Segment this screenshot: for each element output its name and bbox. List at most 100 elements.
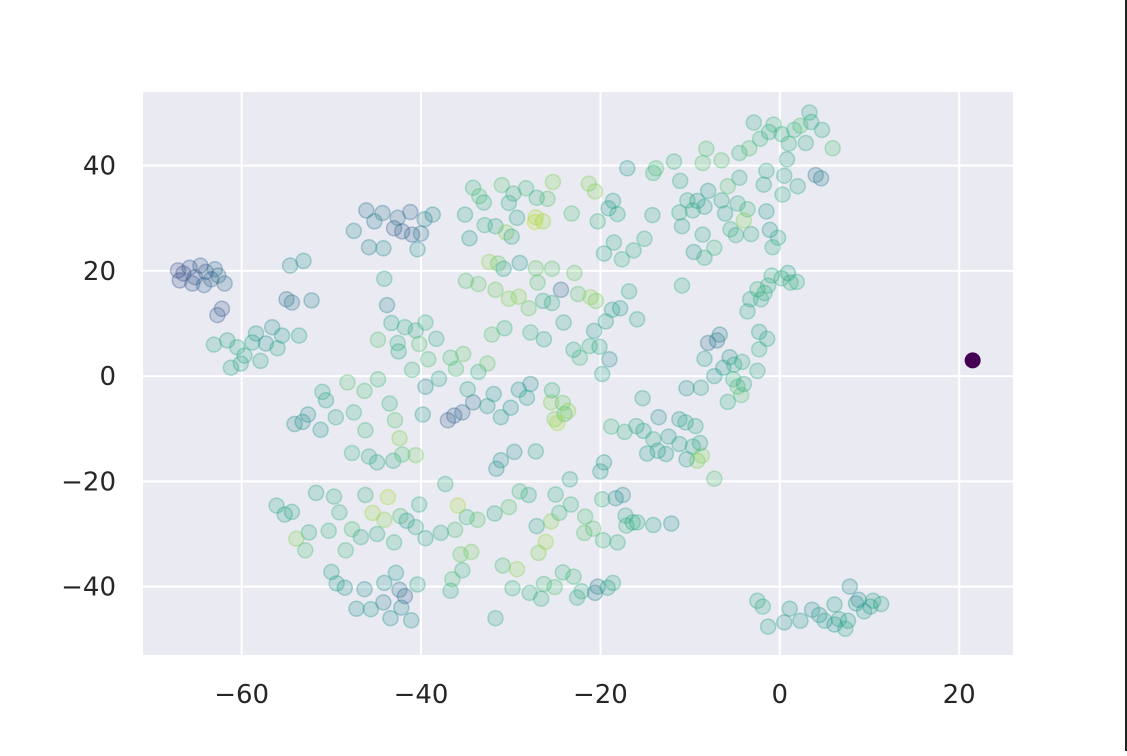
data-point [376,270,393,288]
data-point [343,444,361,462]
data-point [826,616,843,633]
data-point [568,589,586,606]
data-point [470,275,487,293]
data-point [307,484,325,502]
data-point [216,275,233,292]
data-point [721,348,738,366]
data-point [412,225,430,242]
data-point [801,104,818,121]
data-point [561,471,579,488]
data-point [171,272,189,289]
data-point [727,226,745,244]
data-point [685,243,702,261]
data-point [628,311,646,328]
data-point [634,389,651,407]
data-point [813,121,831,139]
data-point [556,405,573,423]
data-point [445,407,463,424]
data-point [457,272,475,290]
data-point [504,579,521,597]
data-point [184,275,201,292]
data-point [678,379,695,397]
data-point [785,121,803,139]
data-point [872,595,890,613]
data-point [731,169,748,187]
data-point [693,447,711,464]
data-point [789,177,806,195]
data-point [724,371,742,388]
data-point [729,195,746,212]
data-point [696,350,713,368]
data-point [410,496,428,513]
data-point [360,238,378,256]
data-point [273,327,291,344]
data-point [614,486,632,504]
data-point [345,222,363,240]
data-point [673,217,691,235]
data-point [506,443,523,461]
data-point [609,205,626,223]
data-point [620,283,638,300]
data-point [565,341,582,359]
data-point [544,173,562,191]
x-axis-ticks: −60 −40 −20 0 20 [214,680,976,710]
data-point [555,314,572,331]
data-point [463,543,480,561]
data-point [735,375,753,393]
data-point [645,516,662,534]
data-point [603,301,621,319]
data-point [454,562,471,579]
x-tick-label: −40 [394,680,449,710]
plot-background [143,92,1013,655]
data-point [752,291,770,308]
data-point [364,504,381,522]
data-point [402,612,420,629]
data-point [375,594,392,611]
data-point [374,204,391,222]
y-tick-label: 40 [83,152,116,182]
data-point [222,359,240,376]
data-point [192,257,209,274]
data-point [366,213,383,230]
data-point [206,261,224,278]
data-point [392,507,409,525]
data-point [779,264,797,282]
data-point [299,406,317,423]
data-point [488,460,505,477]
data-point [510,288,528,305]
data-point [816,612,833,630]
data-point [758,203,775,220]
data-point [527,443,545,460]
data-point [331,504,348,521]
data-point [356,382,373,400]
data-point [496,319,513,337]
data-point [327,408,345,426]
data-point [197,263,215,281]
data-point [699,334,717,352]
data-point [604,192,622,210]
data-point [850,591,867,609]
data-point [518,389,536,406]
data-point [303,292,320,309]
data-point [571,349,589,366]
data-point [244,334,261,351]
data-point [745,114,763,131]
data-point [607,489,624,507]
data-point [534,213,552,230]
data-point [483,326,501,343]
data-point [749,362,766,380]
data-point [500,290,518,308]
data-point [605,234,623,251]
data-point [549,414,566,432]
data-point [649,442,667,460]
data-point [811,606,828,624]
data-point [362,600,380,618]
data-point [582,288,599,306]
data-point [782,274,799,291]
data-point [459,381,476,398]
data-point [286,415,303,433]
data-point [692,379,710,396]
data-point [389,209,406,227]
